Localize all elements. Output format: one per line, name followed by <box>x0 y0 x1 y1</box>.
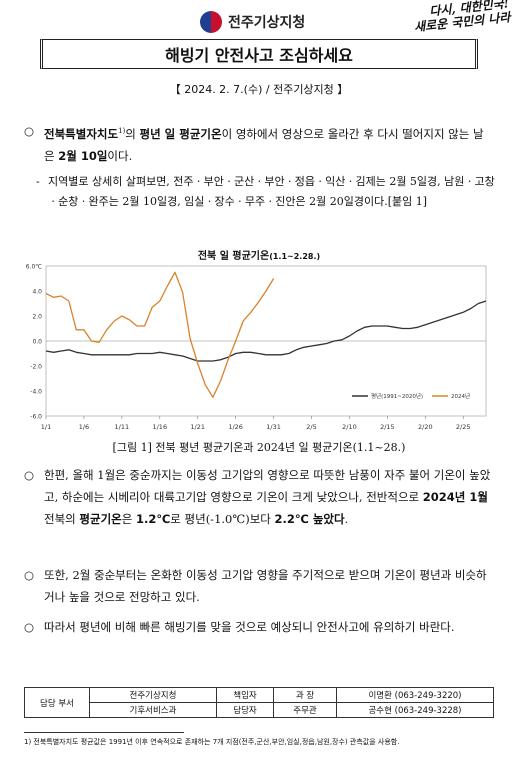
p2-bold-1: 2024년 1월 <box>422 490 488 504</box>
p1-bold-2: 2월 10일 <box>58 148 108 163</box>
slogan: 다시, 대한민국! 새로운 국민의 나라 <box>359 0 511 40</box>
paragraph-2: ○ 한편, 올해 1월은 중순까지는 이동성 고기압의 영향으로 따뜻한 남풍이… <box>24 464 494 530</box>
chart-title: 전북 일 평균기온(1.1~2.28.) <box>0 247 518 262</box>
dept-1: 전주기상지청 <box>89 687 217 703</box>
p1-text-a: 의 <box>125 126 140 141</box>
p2-text-a: 한편, 올해 1월은 중순까지는 이동성 고기압의 영향으로 따뜻한 남풍이 자… <box>44 468 491 504</box>
bullet: ○ <box>24 620 35 634</box>
p2-bold-2: 평균기온 <box>79 512 122 526</box>
sub-bullet-text: 지역별로 상세히 살펴보면, 전주ㆍ부안ㆍ군산ㆍ부안ㆍ정읍ㆍ익산ㆍ김제는 2월 … <box>48 175 495 208</box>
p2-text-b: 전북의 <box>44 512 80 526</box>
org-logo: 전주기상지청 <box>200 7 340 37</box>
dash-bullet: - <box>36 175 40 188</box>
p2-bold-3: 1.2℃ <box>135 512 171 526</box>
figure-caption: [그림 1] 전북 평년 평균기온과 2024년 일 평균기온(1.1~28.) <box>112 441 406 454</box>
title-1: 과 장 <box>273 687 337 703</box>
p2-text-d: 로 평년(-1.0℃)보다 <box>170 512 275 526</box>
x-tick-label: 1/11 <box>115 423 130 431</box>
temperature-line-chart: 6.0℃ 4.0 2.0 0.0 -2.0 -4.0 -6.0 1/1 1/6 1/11 1/16 1… <box>26 264 487 431</box>
dept-label: 담당 부서 <box>24 687 90 718</box>
table-row: 담당 부서 전주기상지청 책임자 과 장 이명환 (063-249-3220) <box>24 687 494 718</box>
y-tick-label: -2.0 <box>30 364 42 371</box>
paragraph-1: ○ 전북특별자치도1)의 평년 일 평균기온이 영하에서 영상으로 올라간 후 … <box>24 120 494 167</box>
p1-bold-1: 평년 일 평균기온 <box>139 126 222 141</box>
y-tick-label: 6.0℃ <box>26 264 43 271</box>
footnote: 1) 전북특별자치도 평균값은 1991년 이후 연속적으로 존재하는 7개 지… <box>24 738 400 746</box>
person-2: 공수현 (063-249-3228) <box>336 702 494 718</box>
x-tick-label: 1/26 <box>228 423 243 431</box>
p1-text-b: 이 영하에서 영상으로 올라간 후 다시 떨어지지 않는 날은 <box>44 126 484 163</box>
kma-emblem-icon <box>200 11 222 33</box>
p3-text: 또한, 2월 중순부터는 온화한 이동성 고기압 영향을 주기적으로 받으며 기… <box>44 568 487 604</box>
x-tick-label: 1/1 <box>41 423 51 431</box>
p2-text-e: . <box>344 512 349 526</box>
p2-text-c: 은 <box>121 512 136 526</box>
p1-text-c: 이다. <box>107 148 133 163</box>
x-tick-label: 2/5 <box>306 423 316 431</box>
page-title: 해빙기 안전사고 조심하세요 <box>40 39 478 69</box>
sub-bullet-1: - 지역별로 상세히 살펴보면, 전주ㆍ부안ㆍ군산ㆍ부안ㆍ정읍ㆍ익산ㆍ김제는 2… <box>36 172 496 212</box>
x-tick-label: 2/20 <box>418 423 433 431</box>
p2-bold-4: 2.2℃ 높았다 <box>274 512 345 526</box>
footnote-divider <box>24 732 184 733</box>
y-tick-label: 0.0 <box>32 339 42 346</box>
x-tick-label: 1/31 <box>266 423 281 431</box>
y-tick-label: -4.0 <box>30 389 42 396</box>
paragraph-3: ○ 또한, 2월 중순부터는 온화한 이동성 고기압 영향을 주기적으로 받으며… <box>24 564 494 608</box>
org-name: 전주기상지청 <box>228 15 306 31</box>
series-line-normal <box>45 300 487 362</box>
x-tick-label: 2/10 <box>342 423 357 431</box>
series-line-2024 <box>45 271 275 398</box>
x-tick-label: 1/6 <box>79 423 89 431</box>
x-tick-label: 2/25 <box>456 423 471 431</box>
role-1: 책임자 <box>216 687 274 703</box>
bullet: ○ <box>24 468 35 482</box>
x-tick-label: 1/16 <box>152 423 167 431</box>
paragraph-4: ○ 따라서 평년에 비해 빠른 해빙기를 맞을 것으로 예상되니 안전사고에 유… <box>24 616 494 638</box>
role-2: 담당자 <box>216 702 274 718</box>
table-row: 기후서비스과 담당자 주무관 공수현 (063-249-3228) <box>25 702 494 718</box>
y-tick-label: 2.0 <box>32 314 42 321</box>
dept-2: 기후서비스과 <box>89 702 217 718</box>
title-2: 주무관 <box>273 702 337 718</box>
bullet: ○ <box>24 568 35 582</box>
p4-text: 따라서 평년에 비해 빠른 해빙기를 맞을 것으로 예상되니 안전사고에 유의하… <box>44 620 455 634</box>
y-tick-label: 4.0 <box>32 289 42 296</box>
y-tick-label: -6.0 <box>30 414 42 421</box>
chart-title-main: 전북 일 평균기온 <box>197 251 270 262</box>
x-tick-label: 2/15 <box>380 423 395 431</box>
region-name: 전북특별자치도 <box>44 126 119 141</box>
legend-label-normal: 평년(1991~2020년) <box>371 392 423 400</box>
bullet: ○ <box>24 124 35 138</box>
legend-label-2024: 2024년 <box>451 392 470 400</box>
dateline: 【 2024. 2. 7.(수) / 전주기상지청 】 <box>169 83 349 96</box>
footnote-ref: 1) <box>118 127 126 135</box>
x-tick-label: 1/21 <box>190 423 205 431</box>
person-1: 이명환 (063-249-3220) <box>336 687 494 703</box>
chart-title-range: (1.1~2.28.) <box>269 252 321 261</box>
contact-table: 담당 부서 전주기상지청 책임자 과 장 이명환 (063-249-3220) … <box>24 687 494 718</box>
